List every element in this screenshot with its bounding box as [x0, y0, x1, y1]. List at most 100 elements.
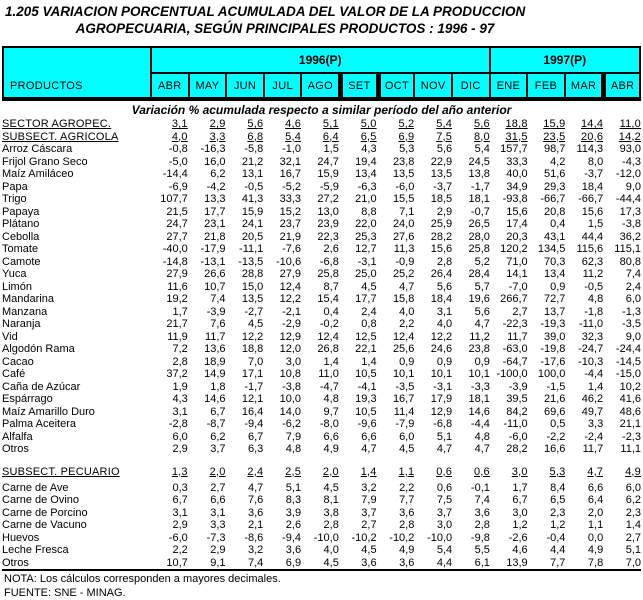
page-title-line2: AGROPECUARIA, SEGÚN PRINCIPALES PRODUCTO… [5, 20, 565, 37]
cell-value: 43,1 [528, 231, 566, 244]
table-subtitle: Variación % acumulada respecto a similar… [0, 103, 643, 117]
cell-value: -14,4 [150, 168, 188, 181]
cell-value: 22,1 [339, 343, 377, 356]
cell-value: 18,4 [414, 293, 452, 306]
cell-value: 21,2 [226, 156, 264, 169]
cell-value: 1,9 [150, 381, 188, 394]
cell-value: 22,3 [301, 231, 339, 244]
cell-value: 4,9 [377, 544, 415, 557]
cell-value: 3,6 [339, 557, 377, 571]
cell-value: 11,3 [377, 243, 415, 256]
cell-value: -0,5 [226, 181, 264, 194]
cell-value: 0,9 [452, 356, 490, 369]
cell-value: 1,4 [339, 456, 377, 482]
cell-value: 12,2 [263, 293, 301, 306]
cell-value: 29,3 [528, 181, 566, 194]
cell-value: 10,5 [339, 406, 377, 419]
row-label: Maíz Amiláceo [2, 168, 150, 181]
cell-value: 6,7 [188, 406, 226, 419]
cell-value: 21,1 [603, 418, 641, 431]
cell-value: -7,6 [263, 243, 301, 256]
cell-value: 107,7 [150, 193, 188, 206]
row-label: Yuca [2, 268, 150, 281]
row-label: Huevos [2, 532, 150, 545]
cell-value: -1,5 [528, 381, 566, 394]
cell-value: 6,6 [565, 482, 603, 495]
row-label: Carne de Ave [2, 482, 150, 495]
cell-value: 3,6 [452, 507, 490, 520]
cell-value: 14,2 [603, 131, 641, 144]
row-label: Alfalfa [2, 431, 150, 444]
cell-value: 4,6 [490, 544, 528, 557]
cell-value: 6,0 [150, 431, 188, 444]
cell-value: 3,1 [150, 118, 188, 131]
cell-value: 157,7 [490, 143, 528, 156]
cell-value: 5,2 [452, 256, 490, 269]
cell-value: 1,8 [188, 381, 226, 394]
cell-value: 2,8 [452, 519, 490, 532]
cell-value: -5,2 [263, 181, 301, 194]
month-header-cell: ABR [603, 74, 639, 97]
cell-value: 7,9 [263, 431, 301, 444]
cell-value: -1,7 [226, 381, 264, 394]
cell-value: 15,9 [226, 206, 264, 219]
cell-value: 12,4 [301, 331, 339, 344]
cell-value: 4,5 [301, 557, 339, 571]
cell-value: 16,4 [226, 406, 264, 419]
cell-value: -8,6 [226, 532, 264, 545]
month-header-cell: FEB [528, 74, 564, 97]
cell-value: 14,6 [188, 393, 226, 406]
cell-value: 18,1 [452, 193, 490, 206]
table-footer: NOTA: Los cálculos corresponden a mayore… [4, 573, 643, 600]
cell-value: 4,9 [565, 544, 603, 557]
cell-value: -6,0 [377, 181, 415, 194]
cell-value: 120,2 [490, 243, 528, 256]
cell-value: -9,4 [263, 532, 301, 545]
cell-value: 18,5 [414, 193, 452, 206]
cell-value: 14,4 [565, 118, 603, 131]
month-header-cell: DIC [453, 74, 489, 97]
cell-value: 3,1 [150, 406, 188, 419]
cell-value: 49,7 [565, 406, 603, 419]
cell-value: 2,8 [377, 519, 415, 532]
cell-value: 5,5 [452, 544, 490, 557]
cell-value: 4,5 [339, 281, 377, 294]
month-header-cell: MAR [566, 74, 602, 97]
cell-value: 6,3 [226, 443, 264, 456]
cell-value: 4,7 [226, 482, 264, 495]
cell-value: 10,8 [263, 368, 301, 381]
cell-value: 3,6 [377, 507, 415, 520]
cell-value: 0,3 [150, 482, 188, 495]
cell-value: 7,4 [226, 557, 264, 571]
cell-value: 7,0 [226, 356, 264, 369]
cell-value: 41,6 [603, 393, 641, 406]
cell-value: 3,2 [226, 544, 264, 557]
cell-value: 26,6 [188, 268, 226, 281]
cell-value: -10,6 [263, 256, 301, 269]
cell-value: 2,5 [263, 456, 301, 482]
month-header-cell: SET [340, 74, 376, 97]
statistical-table-page: 1.205 VARIACION PORCENTUAL ACUMULADA DEL… [0, 3, 643, 596]
cell-value: 11,1 [603, 443, 641, 456]
row-label: Naranja [2, 318, 150, 331]
cell-value: 4,8 [263, 443, 301, 456]
cell-value: 15,5 [377, 193, 415, 206]
cell-value: 0,9 [528, 281, 566, 294]
cell-value: 5,6 [414, 281, 452, 294]
cell-value: 11,4 [377, 406, 415, 419]
cell-value: 7,4 [188, 293, 226, 306]
cell-value: 1,1 [377, 456, 415, 482]
cell-value: 15,6 [490, 206, 528, 219]
cell-value: 2,9 [150, 519, 188, 532]
cell-value: 2,3 [528, 507, 566, 520]
cell-value: 4,5 [226, 318, 264, 331]
cell-value: 2,7 [188, 482, 226, 495]
cell-value: 5,7 [452, 281, 490, 294]
